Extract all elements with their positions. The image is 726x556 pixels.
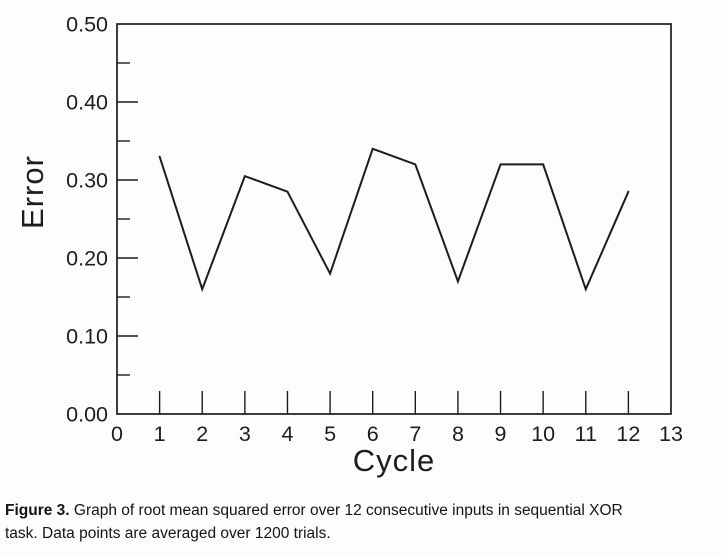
svg-text:8: 8 [452,422,464,446]
y-ticks [117,62,138,376]
svg-text:4: 4 [281,422,293,446]
y-axis-title: Error [15,155,50,229]
xor-error-chart: 0 1 2 3 4 5 6 7 8 9 10 11 12 130.000.100.200.300.400.… [66,13,683,447]
svg-text:0: 0 [111,422,123,446]
svg-text:3: 3 [239,422,251,446]
svg-text:2: 2 [196,422,208,446]
svg-text:7: 7 [409,422,421,446]
svg-text:11: 11 [575,422,597,446]
svg-text:0.30: 0.30 [66,169,108,193]
figure-caption: Figure 3. Graph of root mean squared err… [5,499,717,545]
figure-caption-line2: task. Data points are averaged over 1200… [5,525,331,542]
figure-caption-line1: Graph of root mean squared error over 12… [73,502,623,519]
x-ticks [158,391,630,414]
figure-caption-label: Figure 3. [5,502,70,519]
svg-text:6: 6 [367,422,379,446]
svg-text:0.40: 0.40 [66,91,108,115]
x-axis-title: Cycle [352,443,436,478]
svg-text:10: 10 [531,422,555,446]
svg-text:0.10: 0.10 [66,325,108,349]
y-tick-labels: 0.00 0.10 0.20 0.30 0.40 0.50 [66,13,108,427]
data-line [158,147,630,293]
svg-text:9: 9 [495,422,507,446]
svg-text:0.00: 0.00 [66,403,108,427]
svg-text:0.20: 0.20 [66,247,108,271]
svg-text:5: 5 [324,422,336,446]
svg-text:0.50: 0.50 [66,13,108,37]
plot-border [116,23,672,415]
x-tick-labels: 0 1 2 3 4 5 6 7 8 9 10 11 12 13 [111,422,683,446]
svg-text:12: 12 [616,422,640,446]
svg-text:1: 1 [154,422,166,446]
svg-text:13: 13 [659,422,683,446]
